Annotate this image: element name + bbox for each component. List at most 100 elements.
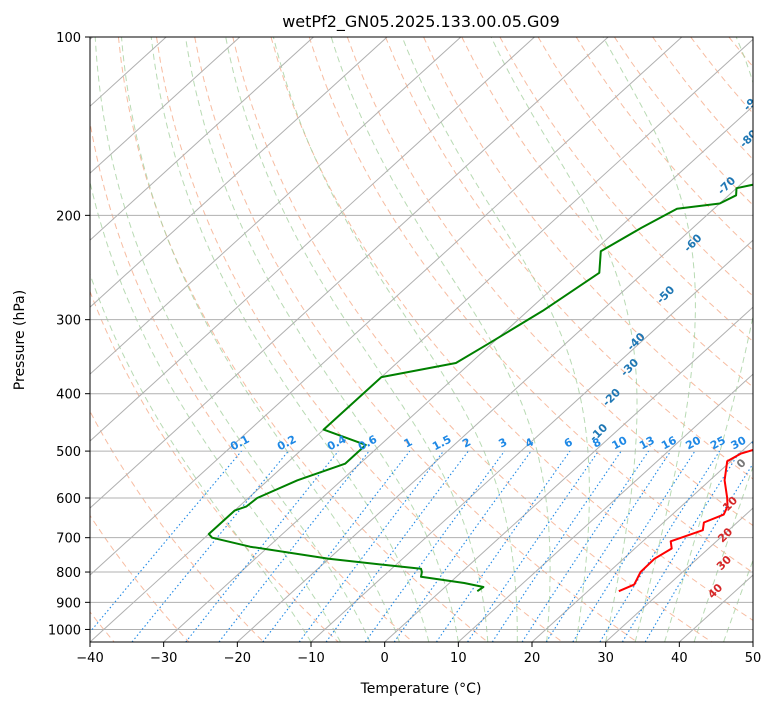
moist-adiabat <box>225 37 489 642</box>
isotherm <box>90 38 753 642</box>
mixing-ratio-label: 2 <box>460 435 473 450</box>
dry-adiabat <box>767 37 775 642</box>
y-tick-label: 800 <box>56 566 81 581</box>
isotherm <box>236 172 753 642</box>
moist-adiabat <box>752 640 753 642</box>
x-tick-label: −10 <box>297 651 324 666</box>
x-tick-label: 30 <box>597 651 614 666</box>
mixing-ratio-label: 1 <box>402 435 415 450</box>
dewpoint-line <box>207 183 753 593</box>
isotherm <box>90 37 388 308</box>
isotherm <box>90 37 462 375</box>
dry-adiabat <box>117 37 488 642</box>
isotherm <box>531 440 753 642</box>
dry-adiabat-label: -100 <box>763 44 775 73</box>
mixing-ratio-line <box>435 450 571 642</box>
mixing-ratio-label: 10 <box>610 434 630 453</box>
dry-adiabat-label: -80 <box>737 127 760 150</box>
dry-adiabat <box>575 37 753 252</box>
y-tick-label: 900 <box>56 596 81 611</box>
temperature-line <box>618 448 753 593</box>
dry-adiabat <box>537 37 753 297</box>
isotherm <box>310 239 753 642</box>
isotherm <box>90 37 314 241</box>
isotherm <box>605 507 753 642</box>
x-tick-label: 20 <box>524 651 541 666</box>
mixing-ratio-line <box>364 450 505 642</box>
x-tick-label: 0 <box>381 651 389 666</box>
moist-adiabat <box>401 37 590 642</box>
isotherm <box>90 37 609 509</box>
mixing-ratio-label: 0.6 <box>356 433 380 454</box>
y-tick-label: 700 <box>56 532 81 547</box>
mixing-ratio-line <box>491 450 622 642</box>
mixing-ratio-line <box>599 450 721 642</box>
dry-adiabat <box>652 37 753 161</box>
dry-adiabat-label: -40 <box>625 330 648 353</box>
mixing-ratio-label: 0.1 <box>228 433 251 454</box>
moist-adiabat <box>272 37 518 642</box>
x-axis-label: Temperature (°C) <box>360 681 482 697</box>
dry-adiabat <box>385 37 753 480</box>
mixing-ratio-line <box>621 450 741 642</box>
mixing-ratio-label: 4 <box>523 435 536 450</box>
isotherm <box>90 37 241 174</box>
moist-adiabat-label: 0 <box>734 456 749 471</box>
mixing-ratio-line <box>298 450 444 642</box>
mixing-ratio-line <box>521 450 650 642</box>
isotherm <box>384 306 753 642</box>
mixing-ratio-label: 30 <box>729 434 749 453</box>
dry-adiabat <box>270 37 753 621</box>
moist-adiabat <box>490 37 638 642</box>
dry-adiabat <box>90 119 414 642</box>
chart-title: wetPf2_GN05.2025.133.00.05.G09 <box>282 12 560 32</box>
mixing-ratio-label: 20 <box>683 434 703 453</box>
y-tick-label: 200 <box>56 209 81 224</box>
dry-adiabat-label: -70 <box>715 174 738 197</box>
mixing-ratio-label: 25 <box>708 434 728 453</box>
dry-adiabat <box>461 37 753 388</box>
mixing-ratio-line <box>572 450 696 642</box>
isopleth-labels: 0.1 0.2 0.4 0.6 1 1.5 2 3 4 6 8 10 13 16 20 25 30 36-100-… <box>228 44 775 601</box>
y-tick-label: 1000 <box>48 623 81 638</box>
mixing-ratio-label: 6 <box>562 435 575 450</box>
mixing-ratio-label: 0.2 <box>275 433 298 454</box>
axes: −40 −30 −20 −10 0 10 20 30 40 5010020030040050060… <box>48 31 761 666</box>
moist-adiabat-label: 40 <box>705 581 725 601</box>
y-tick-label: 600 <box>56 492 81 507</box>
x-tick-label: −40 <box>76 651 103 666</box>
dry-adiabat <box>156 37 563 642</box>
isotherm <box>90 37 535 442</box>
dry-adiabat <box>90 410 264 642</box>
moist-adiabat <box>693 465 753 642</box>
moist-adiabat <box>602 37 696 642</box>
mixing-ratio-line <box>90 450 242 633</box>
mixing-ratio-label: 1.5 <box>430 433 453 454</box>
moist-adiabat-label: 30 <box>714 553 734 573</box>
mixing-ratio-line <box>467 450 599 642</box>
moist-adiabat <box>664 37 753 642</box>
moist-adiabat <box>90 180 341 642</box>
dry-adiabat-label: -20 <box>600 386 623 409</box>
dry-adiabat <box>90 514 190 642</box>
moist-adiabat <box>330 37 551 642</box>
mixing-ratio-line <box>644 462 753 642</box>
moist-adiabat <box>90 272 312 642</box>
mixing-ratio-label: 13 <box>637 434 657 453</box>
mixing-ratio-label: 16 <box>659 434 679 453</box>
y-tick-label: 500 <box>56 445 81 460</box>
mixing-ratio-line <box>131 450 289 642</box>
isotherm <box>457 373 753 642</box>
moist-adiabat <box>121 37 400 642</box>
moist-adiabat <box>150 37 430 642</box>
y-tick-label: 300 <box>56 314 81 329</box>
isotherm <box>752 641 753 642</box>
x-tick-label: −30 <box>150 651 177 666</box>
dry-adiabat <box>728 37 753 68</box>
plot-frame <box>89 36 754 643</box>
x-tick-label: 40 <box>671 651 688 666</box>
x-tick-label: 10 <box>450 651 467 666</box>
mixing-ratio-line <box>218 450 370 642</box>
mixing-ratio-label: 36 <box>749 434 769 453</box>
